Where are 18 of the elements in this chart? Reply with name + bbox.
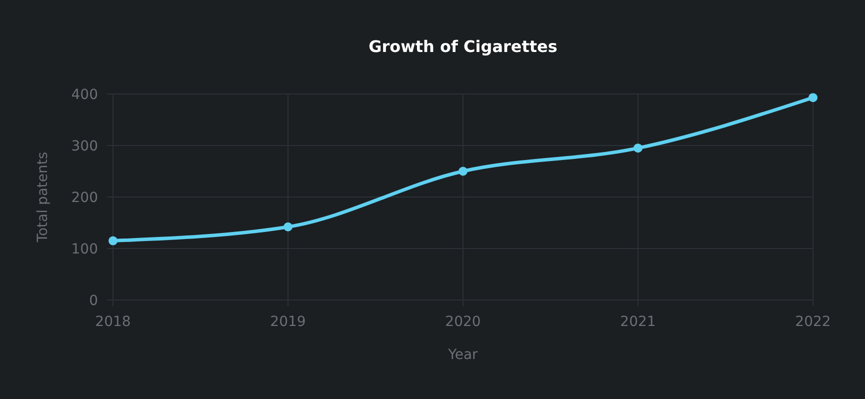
x-tick-label: 2020 <box>445 314 481 330</box>
x-tick-label: 2021 <box>620 314 656 330</box>
point <box>108 236 118 246</box>
y-tick-label: 100 <box>71 242 98 258</box>
point <box>284 222 292 232</box>
x-tick-label: 2022 <box>795 314 831 330</box>
y-tick-label: 300 <box>71 138 98 154</box>
y-axis-title: Total patents <box>35 152 51 244</box>
point <box>634 144 642 153</box>
point <box>458 166 468 176</box>
y-tick-label: 400 <box>71 87 98 103</box>
x-axis-title: Year <box>447 347 478 363</box>
y-tick-label: 200 <box>71 190 98 206</box>
chart-title: Growth of Cigarettes <box>368 37 558 56</box>
y-tick-label: 0 <box>89 293 98 309</box>
x-tick-label: 2019 <box>270 314 306 330</box>
x-tick-label: 2018 <box>95 314 131 330</box>
point <box>808 93 818 102</box>
